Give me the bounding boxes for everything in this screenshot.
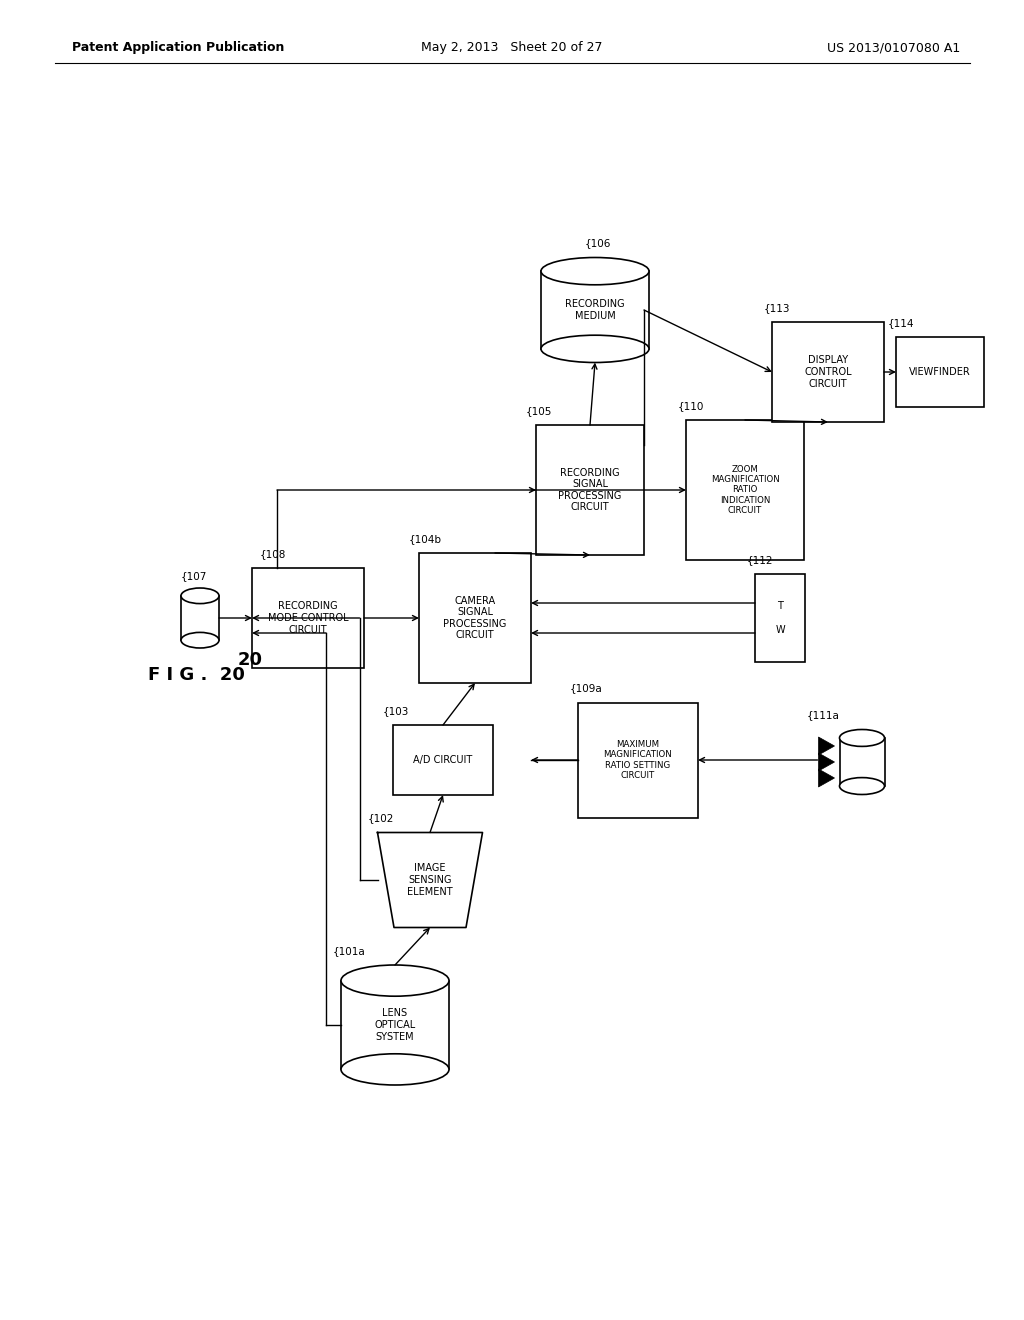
- Text: IMAGE
SENSING
ELEMENT: IMAGE SENSING ELEMENT: [408, 863, 453, 896]
- Text: {107: {107: [181, 572, 208, 581]
- Text: {109a: {109a: [570, 684, 603, 693]
- Polygon shape: [818, 737, 835, 755]
- Ellipse shape: [181, 632, 219, 648]
- Text: {103: {103: [383, 706, 410, 715]
- Bar: [772, 322, 884, 422]
- Text: 20: 20: [238, 651, 263, 669]
- Text: DISPLAY
CONTROL
CIRCUIT: DISPLAY CONTROL CIRCUIT: [804, 355, 852, 388]
- Bar: [536, 425, 644, 554]
- Bar: [181, 595, 219, 640]
- Bar: [341, 981, 449, 1069]
- Text: May 2, 2013   Sheet 20 of 27: May 2, 2013 Sheet 20 of 27: [421, 41, 603, 54]
- Bar: [755, 574, 805, 663]
- Bar: [393, 725, 493, 795]
- Bar: [419, 553, 531, 682]
- Text: A/D CIRCUIT: A/D CIRCUIT: [414, 755, 473, 766]
- Text: RECORDING
SIGNAL
PROCESSING
CIRCUIT: RECORDING SIGNAL PROCESSING CIRCUIT: [558, 467, 622, 512]
- Text: CAMERA
SIGNAL
PROCESSING
CIRCUIT: CAMERA SIGNAL PROCESSING CIRCUIT: [443, 595, 507, 640]
- Text: VIEWFINDER: VIEWFINDER: [909, 367, 971, 378]
- Ellipse shape: [181, 587, 219, 603]
- Text: LENS
OPTICAL
SYSTEM: LENS OPTICAL SYSTEM: [375, 1008, 416, 1041]
- Bar: [840, 738, 885, 785]
- Bar: [896, 337, 984, 407]
- Text: {104b: {104b: [409, 535, 442, 544]
- Text: {108: {108: [260, 549, 287, 558]
- Text: US 2013/0107080 A1: US 2013/0107080 A1: [826, 41, 961, 54]
- Bar: [541, 271, 649, 348]
- Text: {106: {106: [585, 239, 611, 248]
- Polygon shape: [818, 770, 835, 787]
- Ellipse shape: [541, 335, 649, 363]
- Text: {105: {105: [526, 407, 552, 416]
- Text: T

W: T W: [775, 602, 784, 635]
- Ellipse shape: [840, 777, 885, 795]
- Ellipse shape: [341, 1053, 449, 1085]
- Text: {112: {112: [746, 554, 773, 565]
- Ellipse shape: [840, 730, 885, 746]
- Text: ZOOM
MAGNIFICATION
RATIO
INDICATION
CIRCUIT: ZOOM MAGNIFICATION RATIO INDICATION CIRC…: [711, 465, 779, 515]
- Text: {102: {102: [368, 813, 394, 824]
- Bar: [578, 702, 698, 817]
- Bar: [252, 568, 364, 668]
- Text: {111a: {111a: [807, 710, 840, 721]
- Ellipse shape: [541, 257, 649, 285]
- Bar: [686, 420, 804, 560]
- Text: {101a: {101a: [333, 946, 366, 956]
- Text: F I G .  20: F I G . 20: [148, 667, 245, 684]
- Text: {114: {114: [888, 318, 914, 327]
- Text: {110: {110: [678, 401, 705, 411]
- Text: MAXIMUM
MAGNIFICATION
RATIO SETTING
CIRCUIT: MAXIMUM MAGNIFICATION RATIO SETTING CIRC…: [603, 741, 673, 780]
- Text: {113: {113: [764, 304, 791, 313]
- Polygon shape: [818, 752, 835, 771]
- Ellipse shape: [341, 965, 449, 997]
- Polygon shape: [378, 833, 482, 928]
- Text: Patent Application Publication: Patent Application Publication: [72, 41, 285, 54]
- Text: RECORDING
MEDIUM: RECORDING MEDIUM: [565, 300, 625, 321]
- Text: RECORDING
MODE CONTROL
CIRCUIT: RECORDING MODE CONTROL CIRCUIT: [267, 602, 348, 635]
